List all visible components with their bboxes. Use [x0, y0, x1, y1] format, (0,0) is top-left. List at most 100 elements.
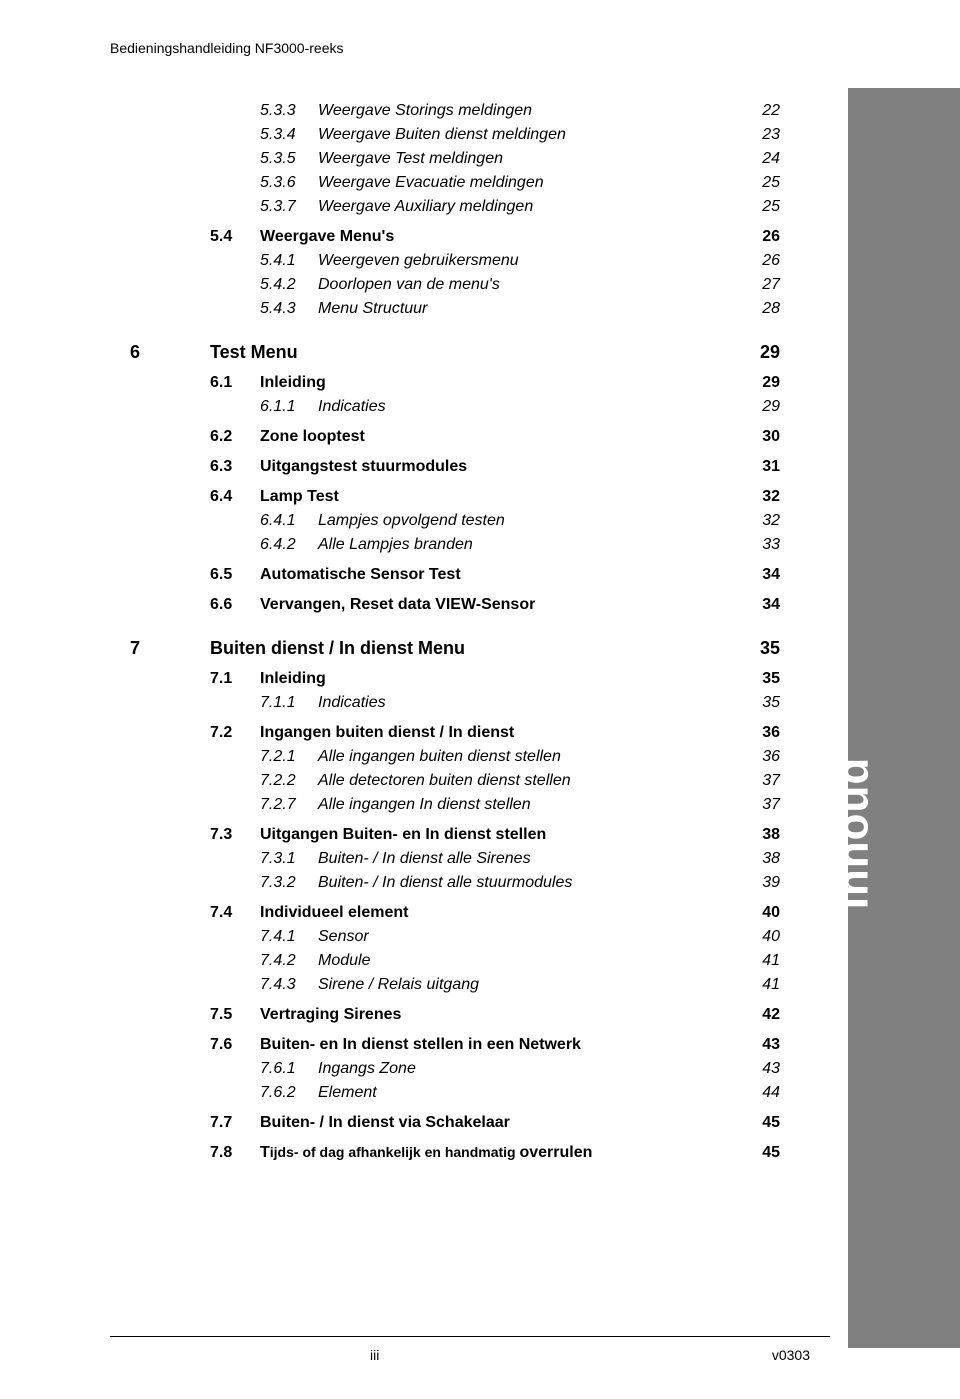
toc-title: Ingangs Zone — [318, 1061, 750, 1077]
toc-page: 38 — [750, 851, 780, 867]
toc-num: 5.3.7 — [260, 199, 318, 215]
toc-num: 7.5 — [210, 1007, 260, 1023]
toc-num: 7.4.1 — [260, 929, 318, 945]
toc-row: 7.2Ingangen buiten dienst / In dienst36 — [190, 725, 780, 741]
toc-num: 7.8 — [210, 1145, 260, 1161]
toc-num: 5.3.4 — [260, 127, 318, 143]
toc-row: 5.3.3Weergave Storings meldingen22 — [190, 103, 780, 119]
toc-page: 35 — [750, 695, 780, 711]
toc-num: 6.3 — [210, 459, 260, 475]
toc-page: 33 — [750, 537, 780, 553]
toc-page: 28 — [750, 301, 780, 317]
toc-page: 26 — [750, 253, 780, 269]
toc-num: 7.6.2 — [260, 1085, 318, 1101]
toc-title: Menu Structuur — [318, 301, 750, 317]
toc-title: Lampjes opvolgend testen — [318, 513, 750, 529]
toc-num: 6 — [130, 343, 210, 361]
toc-title: Automatische Sensor Test — [260, 567, 750, 583]
toc-num: 6.5 — [210, 567, 260, 583]
toc-row: 6.4.1Lampjes opvolgend testen32 — [190, 513, 780, 529]
toc-row: 5.3.6Weergave Evacuatie meldingen25 — [190, 175, 780, 191]
toc-row: 7.4.2Module41 — [190, 953, 780, 969]
toc-page: 30 — [750, 429, 780, 445]
toc-page: 27 — [750, 277, 780, 293]
toc-content: 5.3.3Weergave Storings meldingen225.3.4W… — [190, 95, 780, 1169]
footer-divider — [110, 1336, 830, 1337]
toc-page: 42 — [750, 1007, 780, 1023]
toc-num: 5.4.3 — [260, 301, 318, 317]
toc-title: Alle ingangen buiten dienst stellen — [318, 749, 750, 765]
toc-page: 38 — [750, 827, 780, 843]
toc-num: 7.1.1 — [260, 695, 318, 711]
toc-page: 36 — [750, 749, 780, 765]
toc-page: 41 — [750, 977, 780, 993]
toc-row: 6.3Uitgangstest stuurmodules31 — [190, 459, 780, 475]
toc-page: 25 — [750, 175, 780, 191]
toc-num: 7.2.2 — [260, 773, 318, 789]
toc-title: Alle Lampjes branden — [318, 537, 750, 553]
toc-row: 5.4.1Weergeven gebruikersmenu26 — [190, 253, 780, 269]
toc-row: 7.3Uitgangen Buiten- en In dienst stelle… — [190, 827, 780, 843]
toc-row: 7.6.2Element44 — [190, 1085, 780, 1101]
footer-page-roman: iii — [370, 1347, 379, 1363]
toc-title: Vervangen, Reset data VIEW-Sensor — [260, 597, 750, 613]
toc-title: Buiten- en In dienst stellen in een Netw… — [260, 1037, 750, 1053]
toc-num: 7.1 — [210, 671, 260, 687]
toc-num: 7.4.3 — [260, 977, 318, 993]
toc-num: 6.1.1 — [260, 399, 318, 415]
toc-page: 43 — [750, 1037, 780, 1053]
toc-row: 7.2.2Alle detectoren buiten dienst stell… — [190, 773, 780, 789]
toc-title: Doorlopen van de menu's — [318, 277, 750, 293]
toc-row: 7.5Vertraging Sirenes42 — [190, 1007, 780, 1023]
toc-title: Alle ingangen In dienst stellen — [318, 797, 750, 813]
toc-title: Test Menu — [210, 343, 750, 361]
toc-page: 35 — [750, 639, 780, 657]
toc-row: 5.3.4Weergave Buiten dienst meldingen23 — [190, 127, 780, 143]
toc-num: 5.4 — [210, 229, 260, 245]
toc-page: 45 — [750, 1115, 780, 1131]
toc-title: Alle detectoren buiten dienst stellen — [318, 773, 750, 789]
toc-row: 7.7Buiten- / In dienst via Schakelaar45 — [190, 1115, 780, 1131]
toc-num: 7.4 — [210, 905, 260, 921]
toc-num: 5.3.5 — [260, 151, 318, 167]
toc-num: 6.1 — [210, 375, 260, 391]
toc-row: 5.4.2Doorlopen van de menu's27 — [190, 277, 780, 293]
toc-num: 7.3.1 — [260, 851, 318, 867]
toc-num: 6.2 — [210, 429, 260, 445]
toc-num: 7.7 — [210, 1115, 260, 1131]
toc-page: 45 — [750, 1145, 780, 1161]
toc-row: 6.1Inleiding29 — [190, 375, 780, 391]
toc-title: Inleiding — [260, 671, 750, 687]
toc-title: Uitgangen Buiten- en In dienst stellen — [260, 827, 750, 843]
toc-title: Weergeven gebruikersmenu — [318, 253, 750, 269]
toc-num: 5.3.3 — [260, 103, 318, 119]
toc-title: Buiten- / In dienst alle stuurmodules — [318, 875, 750, 891]
page-header: Bedieningshandleiding NF3000-reeks — [110, 40, 344, 56]
toc-row: 7.3.2Buiten- / In dienst alle stuurmodul… — [190, 875, 780, 891]
toc-title: Module — [318, 953, 750, 969]
toc-num: 5.4.1 — [260, 253, 318, 269]
toc-row: 7.4.1Sensor40 — [190, 929, 780, 945]
toc-page: 36 — [750, 725, 780, 741]
toc-num: 7.6.1 — [260, 1061, 318, 1077]
toc-page: 41 — [750, 953, 780, 969]
toc-row: 5.4.3Menu Structuur28 — [190, 301, 780, 317]
toc-title: Lamp Test — [260, 489, 750, 505]
toc-page: 25 — [750, 199, 780, 215]
sidebar-label: Inhoud — [829, 757, 879, 910]
toc-page: 40 — [750, 905, 780, 921]
toc-page: 34 — [750, 597, 780, 613]
toc-row: 7.1Inleiding35 — [190, 671, 780, 687]
toc-num: 6.4 — [210, 489, 260, 505]
toc-row: 6.4Lamp Test32 — [190, 489, 780, 505]
toc-page: 23 — [750, 127, 780, 143]
toc-num: 7.3.2 — [260, 875, 318, 891]
toc-row: 7.6Buiten- en In dienst stellen in een N… — [190, 1037, 780, 1053]
toc-title: Sirene / Relais uitgang — [318, 977, 750, 993]
toc-num: 6.4.1 — [260, 513, 318, 529]
toc-page: 39 — [750, 875, 780, 891]
toc-title: Buiten- / In dienst via Schakelaar — [260, 1115, 750, 1131]
toc-num: 7.2.7 — [260, 797, 318, 813]
toc-row: 5.3.5Weergave Test meldingen24 — [190, 151, 780, 167]
toc-title: Weergave Menu's — [260, 229, 750, 245]
